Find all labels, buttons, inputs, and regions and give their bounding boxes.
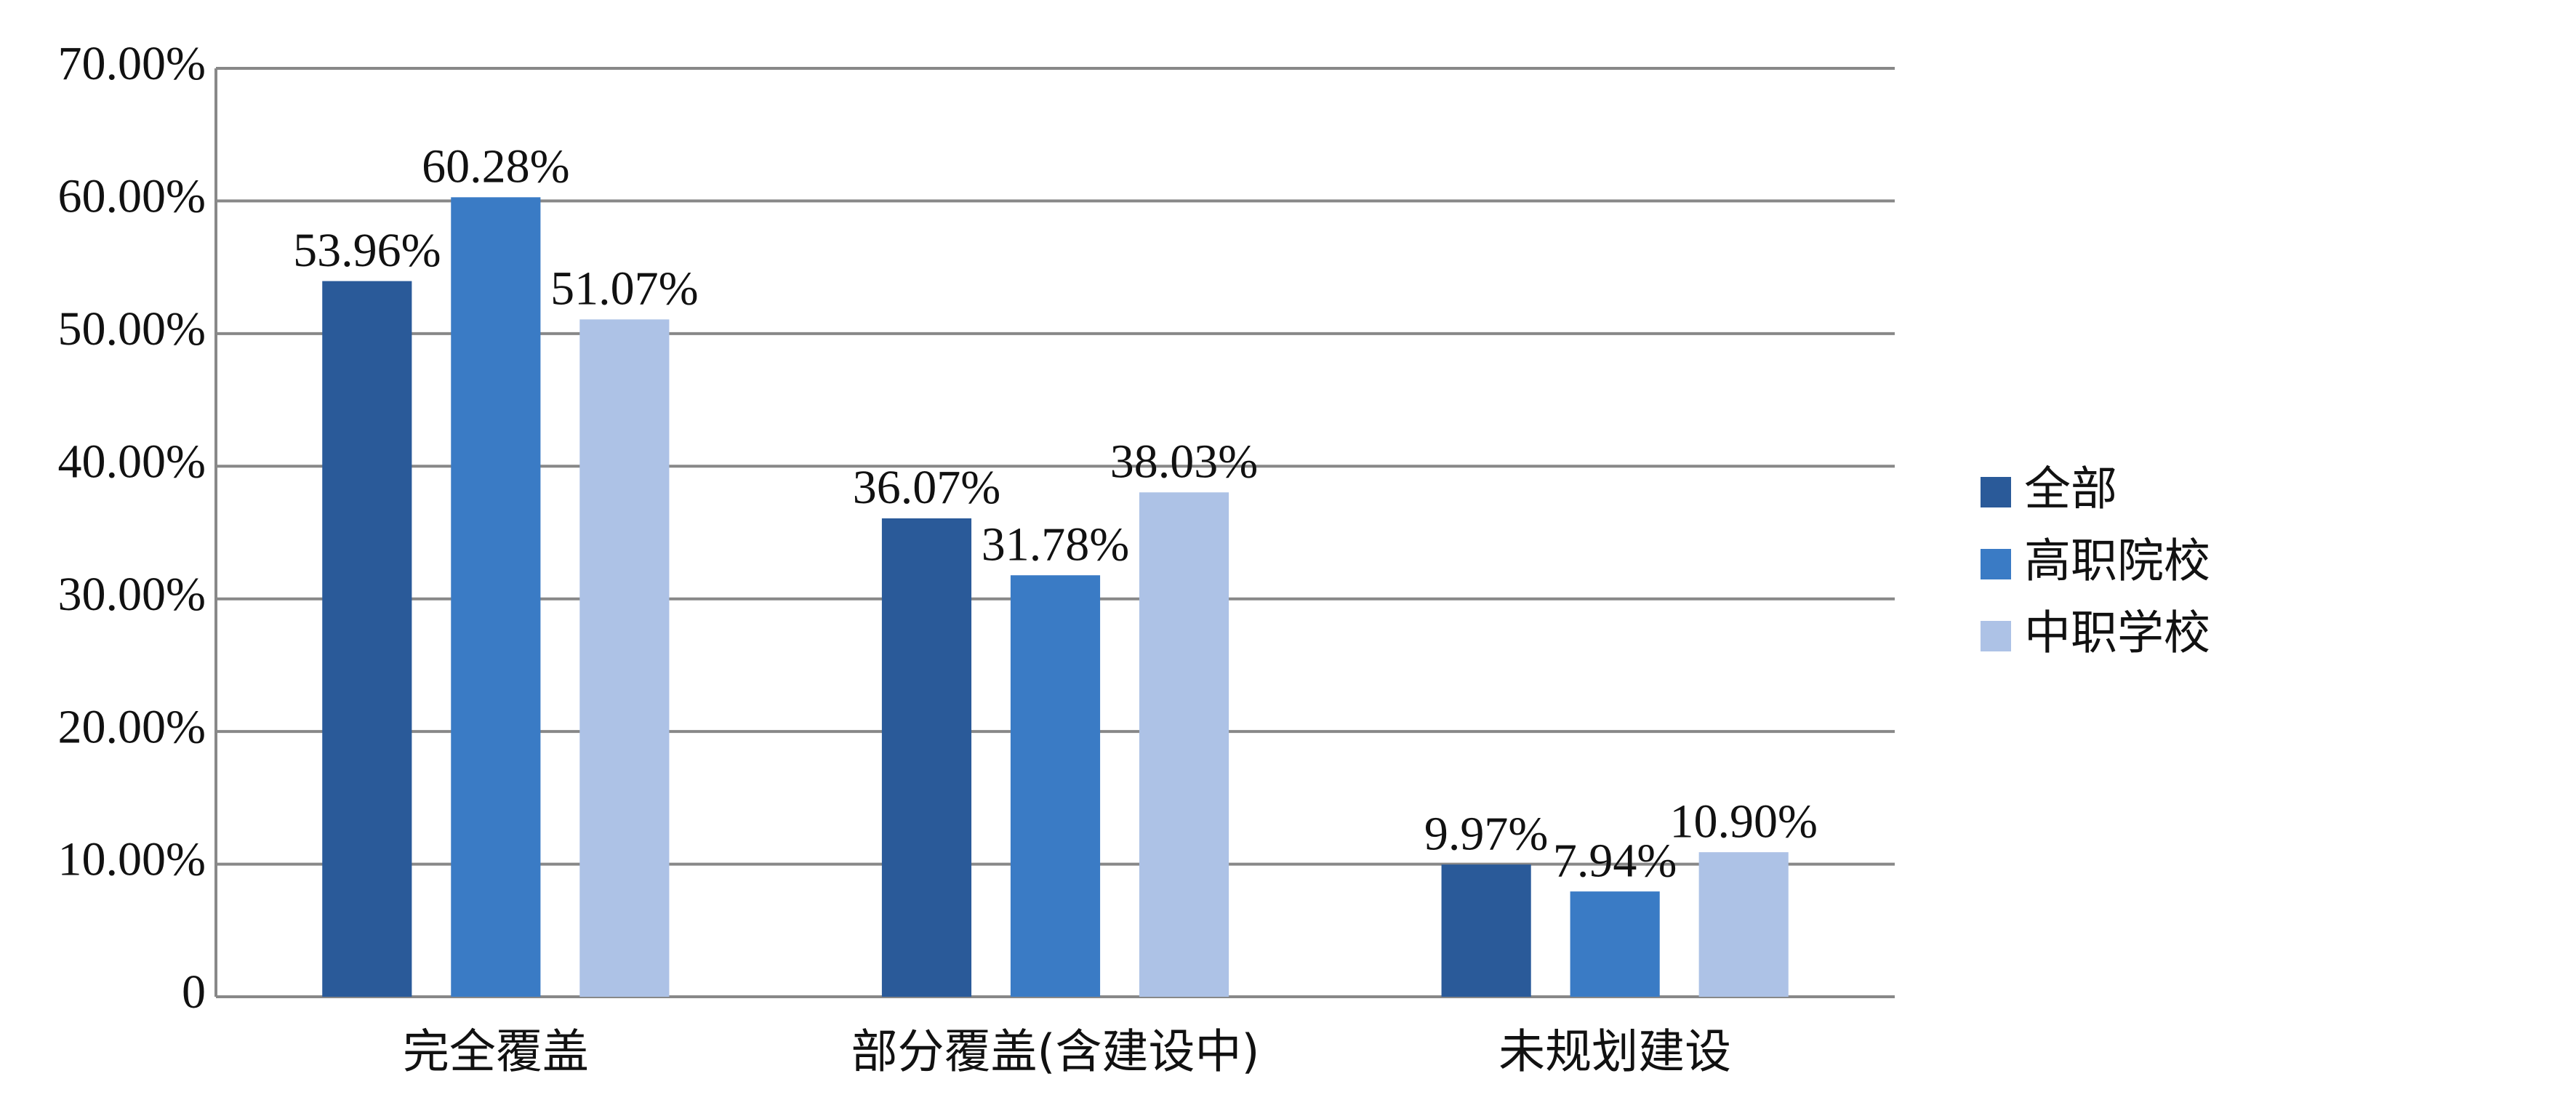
y-tick-label: 20.00% [58, 700, 206, 753]
bar [322, 281, 412, 997]
bar [1698, 852, 1789, 997]
legend-swatch [1981, 549, 2011, 579]
value-label: 36.07% [853, 461, 1000, 514]
bar [1441, 864, 1531, 997]
legend-label: 全部 [2024, 463, 2117, 517]
bar [881, 518, 972, 997]
value-label: 7.94% [1553, 834, 1677, 887]
x-tick-label: 部分覆盖(含建设中) [851, 1026, 1260, 1080]
legend-label: 高职院校 [2024, 535, 2210, 589]
bar [1570, 891, 1660, 997]
legend-swatch [1981, 621, 2011, 651]
value-label: 51.07% [550, 262, 698, 315]
value-label: 9.97% [1424, 807, 1548, 860]
y-tick-label: 0 [182, 966, 206, 1019]
bar [1010, 575, 1101, 997]
x-tick-label: 完全覆盖 [403, 1026, 589, 1080]
bar [579, 319, 670, 997]
x-tick-label: 未规划建设 [1498, 1026, 1731, 1080]
legend-swatch [1981, 477, 2011, 507]
value-label: 31.78% [982, 518, 1129, 571]
value-label: 38.03% [1110, 435, 1258, 488]
y-tick-label: 40.00% [58, 435, 206, 488]
bar [451, 197, 541, 997]
value-label: 60.28% [422, 140, 569, 193]
value-label: 53.96% [293, 224, 441, 277]
legend-label: 中职学校 [2024, 607, 2210, 661]
y-tick-label: 50.00% [58, 302, 206, 356]
y-tick-label: 10.00% [58, 833, 206, 886]
y-tick-label: 60.00% [58, 170, 206, 223]
y-tick-label: 70.00% [58, 37, 206, 90]
bar [1139, 492, 1229, 997]
y-tick-label: 30.00% [58, 568, 206, 621]
value-label: 10.90% [1669, 795, 1817, 848]
